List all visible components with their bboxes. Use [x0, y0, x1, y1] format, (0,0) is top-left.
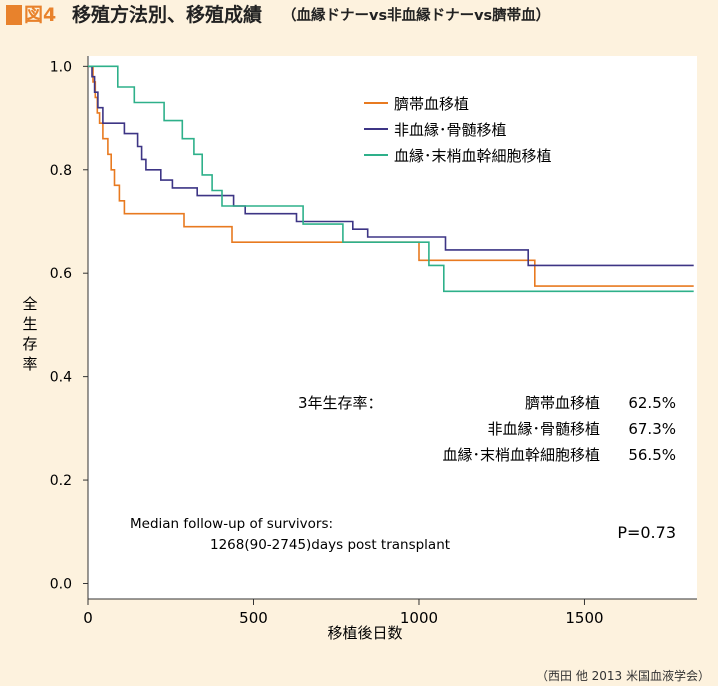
- y-axis: 0.0 0.2 0.4 0.6 0.8 1.0: [50, 56, 89, 599]
- y-axis-label: 全生存率: [22, 295, 37, 373]
- survival-rate-name-3: 血縁･末梢血幹細胞移植: [442, 446, 600, 464]
- x-tick-label: 1000: [400, 609, 438, 627]
- legend-label-1: 臍帯血移植: [394, 95, 469, 113]
- x-axis-label: 移植後日数: [327, 624, 402, 642]
- p-value: P=0.73: [617, 523, 676, 542]
- y-axis-label-char: 全: [22, 295, 37, 313]
- follow-up-annotation: Median follow-up of survivors:: [130, 516, 333, 532]
- curve-series-1: [88, 65, 694, 287]
- curve-series-3: [88, 65, 694, 293]
- survival-curves: [88, 65, 694, 293]
- figure-badge: [6, 5, 22, 25]
- curve-series-2: [88, 65, 694, 267]
- figure-title: 移殖方法別、移殖成績: [72, 4, 263, 26]
- y-tick-label: 0.6: [50, 266, 72, 282]
- figure-subtitle: （血縁ドナーvs非血縁ドナーvs臍帯血）: [282, 8, 551, 24]
- y-tick-label: 0.2: [50, 473, 72, 489]
- x-axis: 0 500 1000 1500: [83, 598, 697, 627]
- figure-title-bar: 図4 移殖方法別、移殖成績 （血縁ドナーvs非血縁ドナーvs臍帯血）: [0, 0, 718, 34]
- survival-rate-name-1: 臍帯血移植: [525, 394, 600, 412]
- y-tick-label: 1.0: [50, 59, 72, 75]
- follow-up-days: 1268(90-2745)days post transplant: [210, 537, 450, 553]
- survival-chart: 0.00.20.40.60.81.0 0 500 1000 1500 臍帯血移植非血縁…: [22, 56, 697, 642]
- x-tick-label: 500: [239, 609, 268, 627]
- y-tick-label: 0.0: [50, 576, 72, 592]
- survival-rate-heading: 3年生存率：: [298, 394, 383, 412]
- x-tick-label: 1500: [565, 609, 603, 627]
- survival-rate-value-1: 62.5%: [628, 394, 676, 412]
- source-note: （西田 他 2013 米国血液学会）: [536, 669, 710, 683]
- y-axis-label-char: 率: [22, 355, 37, 373]
- survival-rate-name-2: 非血縁･骨髄移植: [487, 420, 600, 438]
- y-tick-label: 0.4: [50, 370, 72, 386]
- legend-label-2: 非血縁･骨髄移植: [394, 121, 507, 139]
- x-tick-label: 0: [83, 609, 93, 627]
- legend-label-3: 血縁･末梢血幹細胞移植: [394, 147, 552, 165]
- y-axis-label-char: 生: [22, 315, 37, 333]
- y-tick-label: 0.8: [50, 163, 72, 179]
- y-axis-label-char: 存: [22, 335, 37, 353]
- survival-rates-table: 3年生存率： 臍帯血移植 62.5% 非血縁･骨髄移植 67.3% 血縁･末梢血幹細胞移植…: [298, 394, 676, 464]
- survival-rate-value-2: 67.3%: [628, 420, 676, 438]
- figure-label: 図4: [24, 4, 57, 26]
- survival-rate-value-3: 56.5%: [628, 446, 676, 464]
- plot-area: [88, 56, 697, 599]
